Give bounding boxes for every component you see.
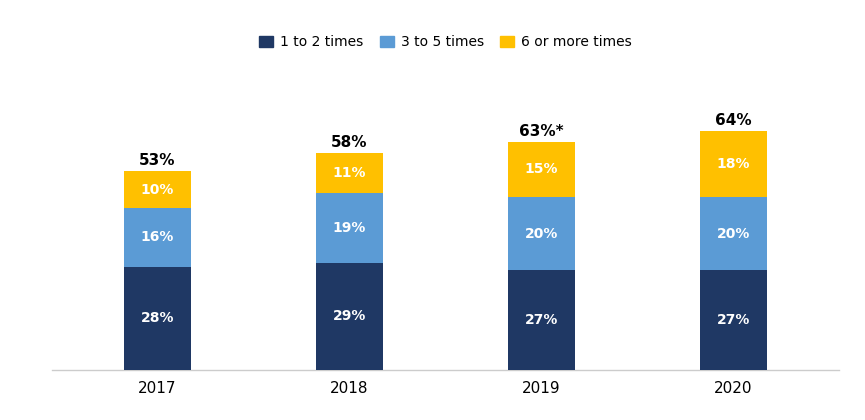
Text: 19%: 19% [333,221,366,235]
Bar [316,263,383,370]
Bar [124,267,191,370]
Text: 29%: 29% [333,309,366,323]
Bar [700,270,767,370]
Bar [700,131,767,197]
Text: 16%: 16% [141,230,174,244]
Text: 64%: 64% [715,113,752,128]
Text: 10%: 10% [141,183,174,197]
Legend: 1 to 2 times, 3 to 5 times, 6 or more times: 1 to 2 times, 3 to 5 times, 6 or more ti… [253,30,638,55]
Bar [316,153,383,193]
Bar [124,171,191,208]
Bar [700,197,767,270]
Text: 28%: 28% [141,311,174,325]
Text: 27%: 27% [525,313,558,327]
Text: 15%: 15% [525,162,558,176]
Text: 27%: 27% [717,313,750,327]
Bar [508,270,575,370]
Text: 53%: 53% [139,153,176,168]
Bar [124,208,191,267]
Text: 20%: 20% [717,227,750,241]
Bar [508,197,575,270]
Text: 20%: 20% [525,227,558,241]
Bar [316,193,383,263]
Text: 58%: 58% [331,135,368,150]
Text: 63%*: 63%* [519,124,564,139]
Bar [508,142,575,197]
Text: 18%: 18% [717,157,750,171]
Text: 11%: 11% [333,166,366,180]
